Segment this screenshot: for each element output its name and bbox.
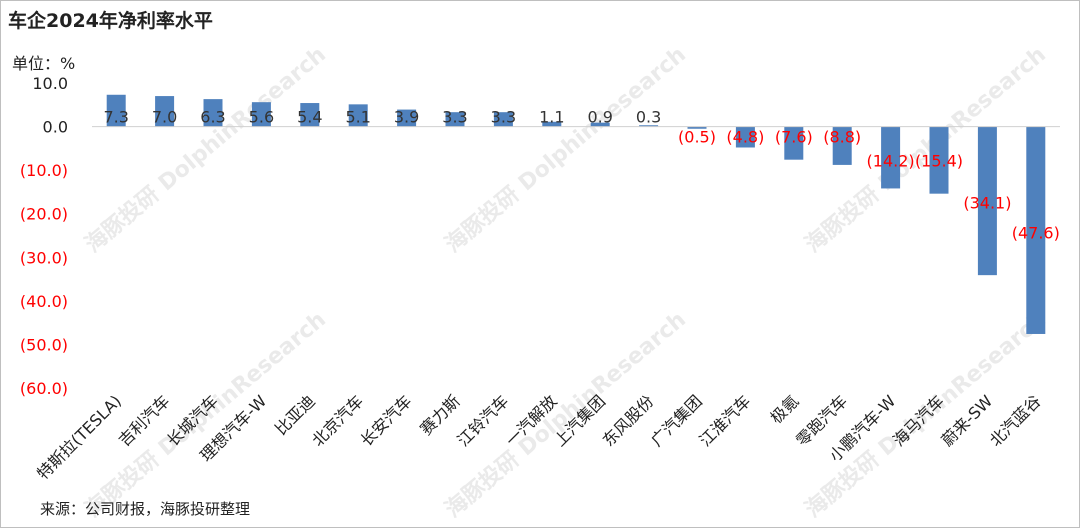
bar-18 [929, 126, 949, 194]
data-label: (15.4) [915, 152, 963, 171]
bar-8 [445, 112, 465, 127]
data-label: 7.3 [103, 108, 128, 127]
chart-title: 车企2024年净利率水平 [8, 10, 213, 32]
data-label: (47.6) [1012, 224, 1060, 243]
x-tick-label: 极氪 [767, 391, 803, 427]
y-tick-label: 0.0 [43, 118, 68, 137]
data-label: 5.4 [297, 108, 322, 127]
bar-14 [735, 126, 755, 148]
y-tick-label: (50.0) [20, 335, 68, 354]
x-tick-label: 广汽集团 [647, 391, 706, 450]
data-label: 0.3 [636, 108, 661, 127]
x-tick-label: 海马汽车 [889, 391, 948, 450]
x-tick-label: 江淮汽车 [696, 391, 755, 450]
data-label: (8.8) [823, 128, 861, 147]
y-tick-label: (40.0) [20, 292, 68, 311]
y-tick-label: (10.0) [20, 161, 68, 180]
bar-11 [590, 122, 610, 127]
source-note: 来源：公司财报，海豚投研整理 [40, 500, 251, 518]
bar-7 [397, 109, 417, 127]
data-label: 5.6 [249, 108, 274, 127]
bar-19 [977, 126, 997, 276]
x-tick-label: 东风股份 [599, 391, 658, 450]
data-label: (14.2) [867, 152, 915, 171]
unit-label: 单位：% [12, 54, 76, 73]
y-tick-label: 10.0 [32, 74, 68, 93]
bar-10 [542, 121, 562, 127]
bar-20 [1026, 126, 1046, 334]
data-label: (0.5) [678, 128, 716, 147]
data-label: 0.9 [587, 108, 612, 127]
bar-9 [493, 112, 513, 127]
bar-4 [251, 102, 271, 127]
data-label: 5.1 [345, 108, 370, 127]
bar-6 [348, 104, 368, 127]
x-tick-label: 江铃汽车 [454, 391, 513, 450]
data-label: 6.3 [200, 108, 225, 127]
bar-2 [155, 96, 175, 127]
data-label: (4.8) [726, 128, 764, 147]
x-tick-label: 特斯拉(TESLA) [33, 391, 125, 483]
data-label: 1.1 [539, 108, 564, 127]
y-tick-label: (20.0) [20, 205, 68, 224]
data-label: 3.9 [394, 108, 419, 127]
data-label: 3.3 [491, 108, 516, 127]
bar-12 [639, 125, 659, 127]
bar-16 [832, 126, 852, 165]
y-tick-label: (30.0) [20, 248, 68, 267]
x-tick-label: 北汽蓝谷 [986, 391, 1045, 450]
watermark-text: 海豚投研 DolphinResearch [80, 42, 331, 258]
bar-13 [687, 126, 707, 129]
x-tick-label: 长安汽车 [357, 391, 416, 450]
bar-1 [106, 94, 126, 127]
x-tick-label: 比亚迪 [271, 391, 318, 438]
data-label: 7.0 [152, 108, 177, 127]
watermark-text: 海豚投研 DolphinResearch [440, 42, 691, 258]
bar-17 [881, 126, 901, 189]
bar-5 [300, 103, 320, 127]
bar-3 [203, 99, 223, 127]
data-label: 3.3 [442, 108, 467, 127]
y-tick-label: (60.0) [20, 379, 68, 398]
data-label: (7.6) [775, 128, 813, 147]
data-label: (34.1) [963, 194, 1011, 213]
x-tick-label: 北京汽车 [308, 391, 367, 450]
bar-15 [784, 126, 804, 160]
x-tick-label: 赛力斯 [416, 391, 463, 438]
